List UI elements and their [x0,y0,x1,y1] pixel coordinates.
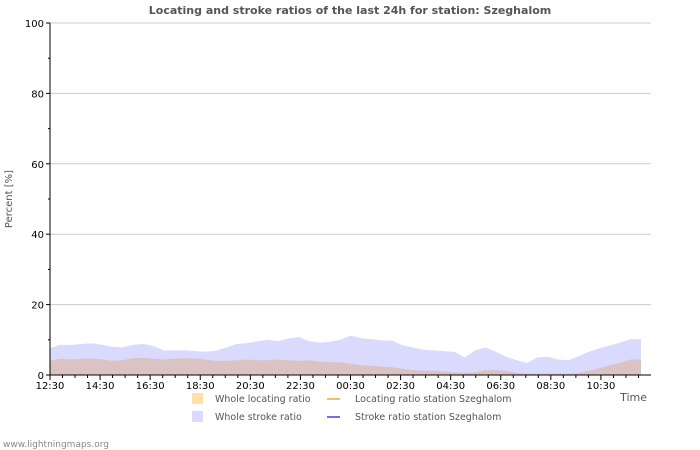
legend-label: Stroke ratio station Szeghalom [355,412,501,423]
legend-swatch [192,393,203,404]
chart-title: Locating and stroke ratios of the last 2… [149,4,551,17]
x-tick-label: 16:30 [136,381,165,392]
legend-item: Whole locating ratio [192,393,311,405]
x-tick-label: 10:30 [587,381,616,392]
area-whole-locating-ratio [50,357,641,375]
x-tick-label: 22:30 [286,381,315,392]
x-tick-label: 20:30 [236,381,265,392]
legend-swatch [192,411,203,422]
y-tick-label: 20 [31,301,44,312]
x-tick-label: 00:30 [336,381,365,392]
x-axis-label: Time [619,391,647,404]
x-tick-label: 12:30 [36,381,65,392]
x-tick-label: 18:30 [186,381,215,392]
x-tick-label: 04:30 [436,381,465,392]
legend-label: Whole locating ratio [215,394,311,405]
y-tick-label: 0 [38,371,44,382]
axes: 0 20 40 60 80 100 12:30 14:30 16:30 18:30 20:30 22:… [25,19,651,392]
legend-label: Whole stroke ratio [215,412,302,423]
y-tick-label: 60 [31,160,44,171]
y-tick-label: 80 [31,89,44,100]
legend-item: Locating ratio station Szeghalom [327,394,512,405]
legend-item: Stroke ratio station Szeghalom [327,412,501,423]
legend-label: Locating ratio station Szeghalom [355,394,512,405]
y-axis-label: Percent [%] [4,170,15,228]
footer-credit: www.lightningmaps.org [3,440,109,450]
y-tick-label: 100 [25,19,44,30]
legend: Whole locating ratio Whole stroke ratio Lo… [192,393,512,423]
x-tick-label: 14:30 [86,381,115,392]
x-tick-label: 02:30 [386,381,415,392]
legend-item: Whole stroke ratio [192,411,302,423]
y-tick-label: 40 [31,230,44,241]
grid [50,22,651,306]
x-tick-label: 06:30 [486,381,515,392]
plot-areas [50,335,641,375]
x-tick-label: 08:30 [536,381,565,392]
